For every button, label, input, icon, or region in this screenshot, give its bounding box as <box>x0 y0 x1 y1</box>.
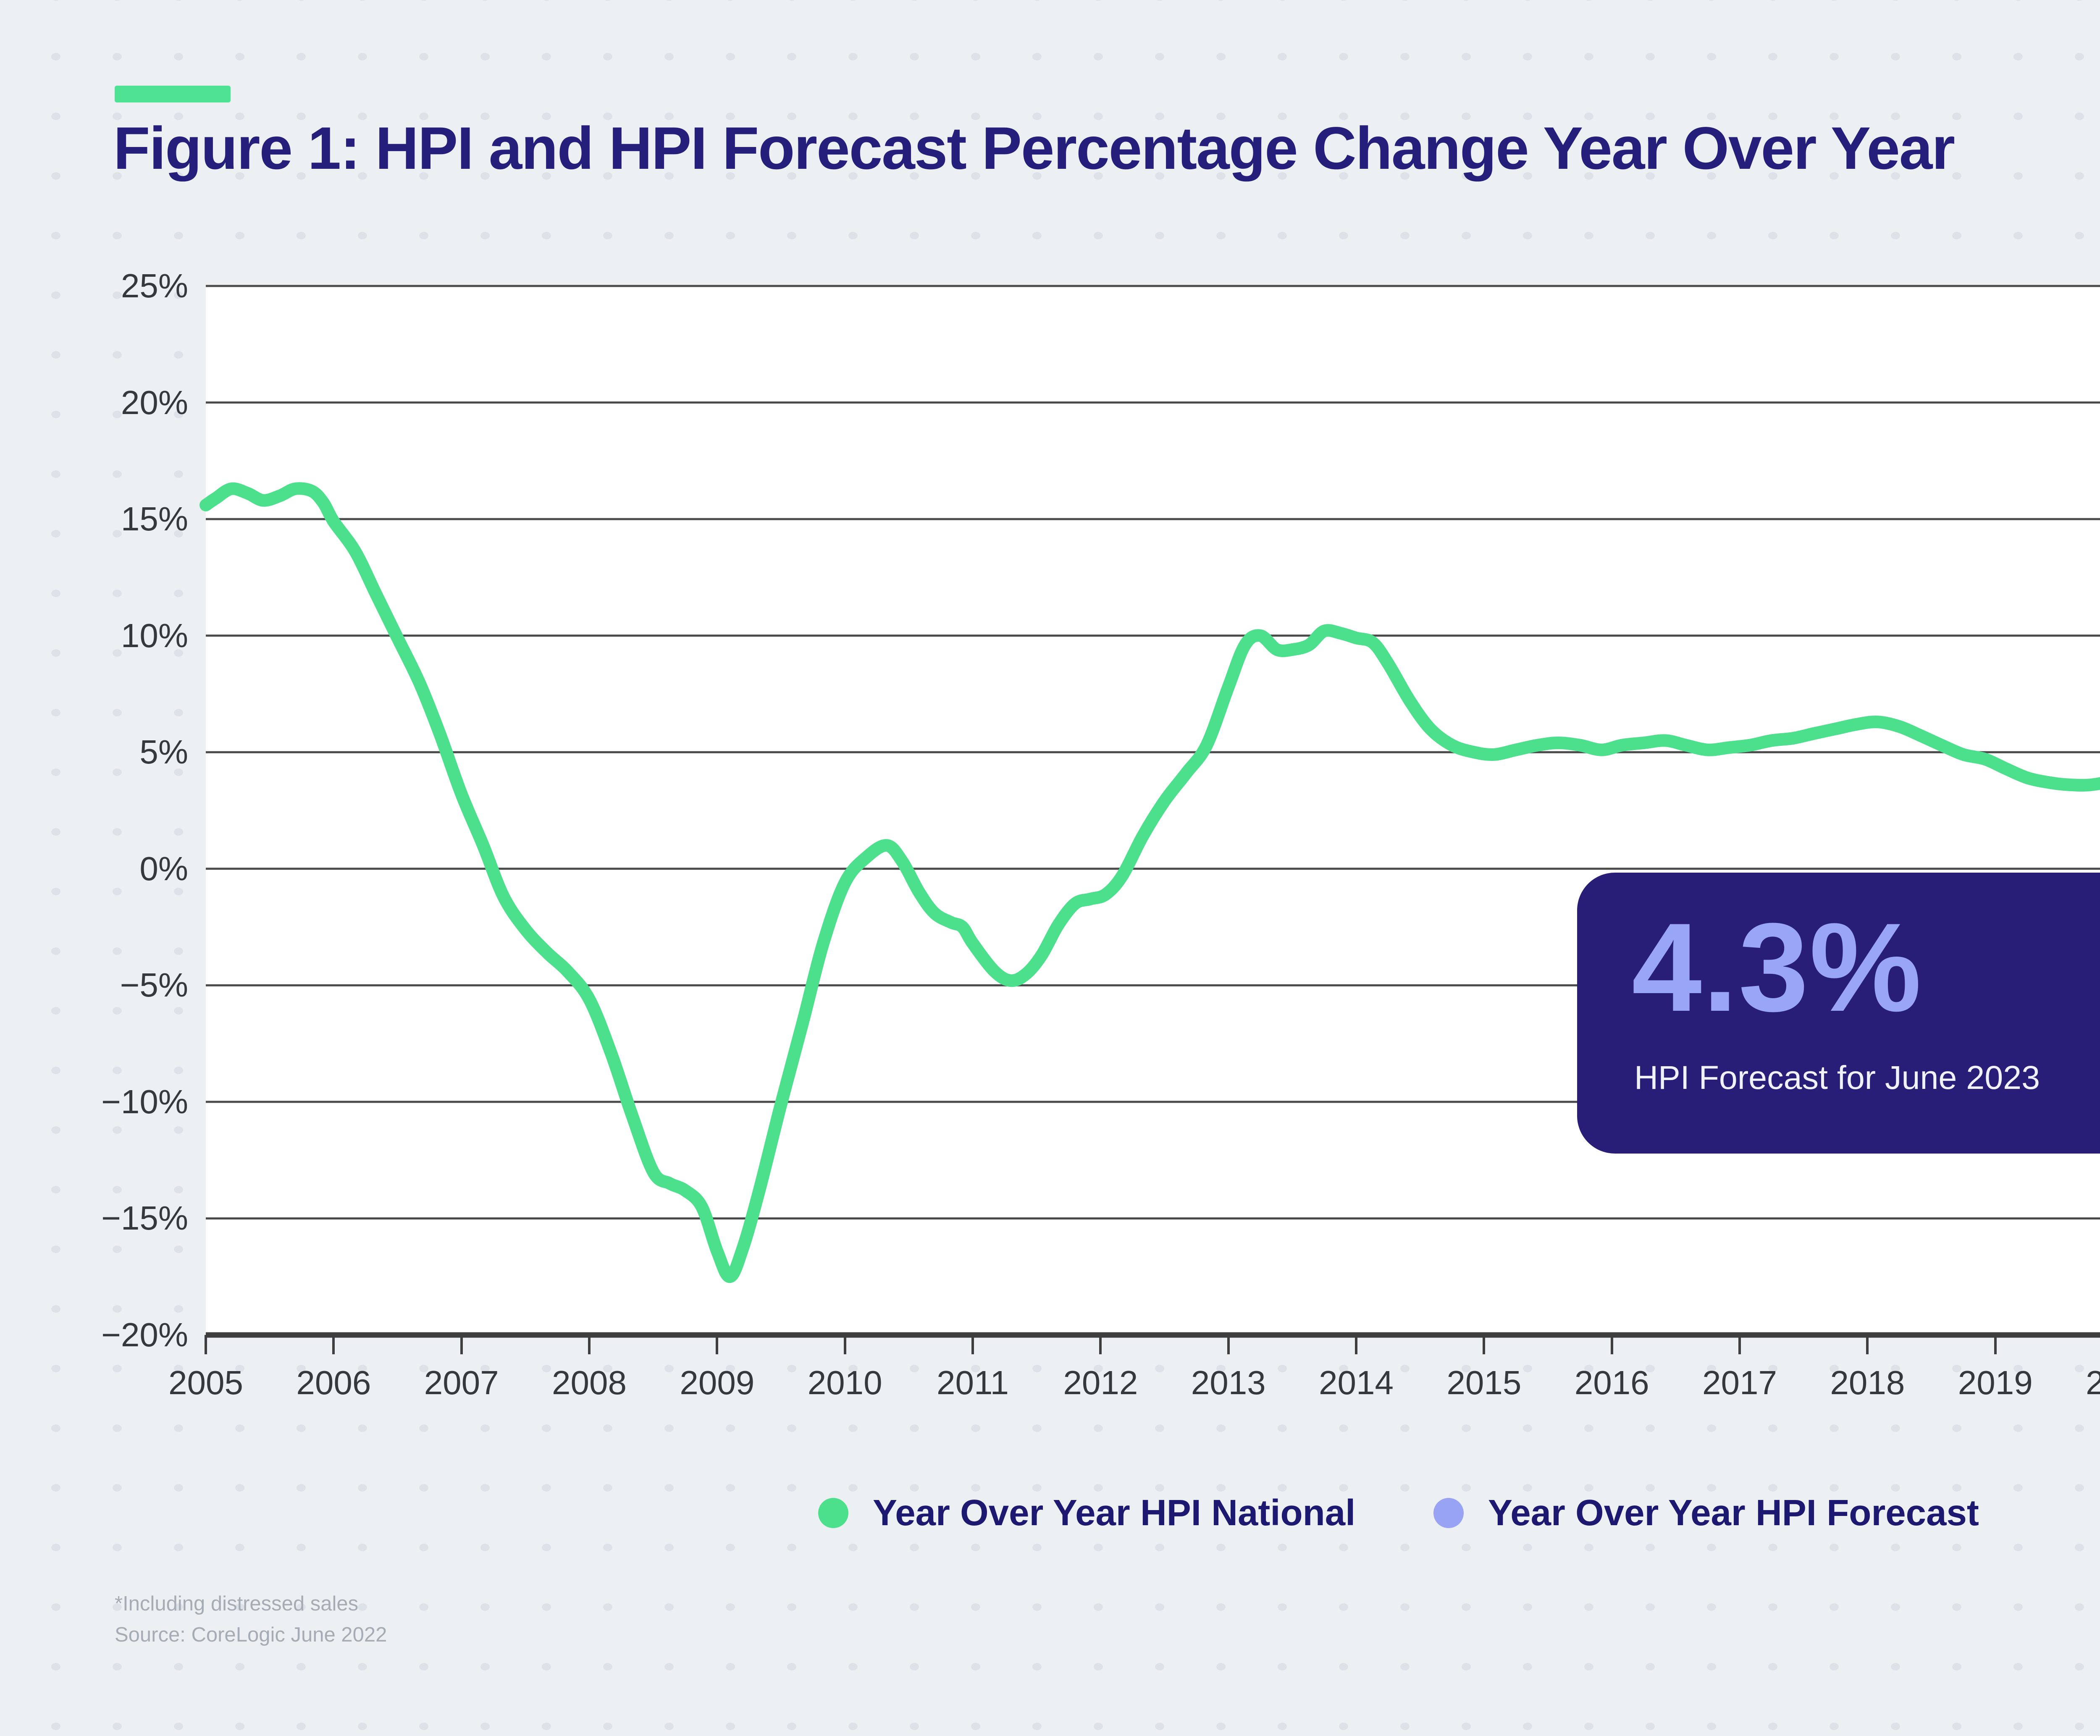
x-tick-label: 2007 <box>424 1364 499 1401</box>
y-tick-label: −10% <box>101 1083 188 1120</box>
y-tick-label: 15% <box>121 500 188 538</box>
x-tick-mark <box>1099 1335 1102 1354</box>
x-tick-mark <box>332 1335 335 1354</box>
y-tick-label: 25% <box>121 267 188 304</box>
x-tick-mark <box>1483 1335 1486 1354</box>
x-tick-mark <box>1994 1335 1997 1354</box>
x-tick-mark <box>716 1335 719 1354</box>
legend-item-forecast: Year Over Year HPI Forecast <box>1433 1492 1979 1533</box>
x-tick-mark <box>1610 1335 1613 1354</box>
legend-dot-forecast-icon <box>1433 1498 1464 1528</box>
y-tick-label: −15% <box>101 1199 188 1237</box>
y-tick-label: 10% <box>121 616 188 654</box>
x-tick-mark <box>205 1335 207 1354</box>
legend-dot-national-icon <box>818 1498 848 1528</box>
y-tick-label: −20% <box>101 1316 188 1353</box>
page-title: Figure 1: HPI and HPI Forecast Percentag… <box>113 115 1955 182</box>
x-tick-mark <box>971 1335 974 1354</box>
x-tick-label: 2018 <box>1830 1364 1905 1401</box>
x-tick-label: 2014 <box>1319 1364 1394 1401</box>
x-tick-mark <box>1738 1335 1741 1354</box>
x-tick-mark <box>460 1335 463 1354</box>
x-tick-label: 2013 <box>1191 1364 1266 1401</box>
plot-area <box>200 285 2100 1338</box>
x-tick-label: 2011 <box>937 1364 1009 1401</box>
forecast-label: HPI Forecast for June 2023 <box>1634 1059 2040 1096</box>
hpi-national-line <box>200 482 2100 1283</box>
x-tick-mark <box>1355 1335 1358 1354</box>
x-tick-label: 2005 <box>168 1364 243 1401</box>
x-tick-label: 2019 <box>1958 1364 2033 1401</box>
forecast-value: 4.3% <box>1632 897 1922 1038</box>
x-tick-mark <box>1227 1335 1230 1354</box>
y-tick-label: 5% <box>139 733 188 771</box>
legend-label-national: Year Over Year HPI National <box>873 1492 1356 1533</box>
y-tick-label: −5% <box>120 966 188 1004</box>
x-tick-label: 2008 <box>552 1364 627 1401</box>
x-tick-label: 2006 <box>296 1364 371 1401</box>
footnote-source: Source: CoreLogic June 2022 <box>115 1623 387 1646</box>
chart-svg <box>200 285 2100 1338</box>
x-tick-label: 2017 <box>1702 1364 1777 1401</box>
x-tick-label: 2009 <box>680 1364 755 1401</box>
legend-item-national: Year Over Year HPI National <box>818 1492 1356 1533</box>
legend-label-forecast: Year Over Year HPI Forecast <box>1488 1492 1979 1533</box>
y-tick-label: 20% <box>121 383 188 421</box>
x-tick-label: 2020 <box>2086 1364 2100 1401</box>
y-tick-label: 0% <box>139 850 188 887</box>
x-tick-label: 2015 <box>1446 1364 1522 1401</box>
x-tick-mark <box>1866 1335 1869 1354</box>
x-tick-label: 2010 <box>807 1364 882 1401</box>
footnotes: *Including distressed sales Source: Core… <box>115 1588 387 1650</box>
forecast-callout: 4.3% HPI Forecast for June 2023 <box>1577 873 2100 1154</box>
x-tick-mark <box>588 1335 591 1354</box>
x-tick-label: 2016 <box>1574 1364 1649 1401</box>
x-tick-label: 2012 <box>1063 1364 1138 1401</box>
footnote-distressed-sales: *Including distressed sales <box>115 1592 359 1615</box>
title-accent-bar <box>115 86 231 102</box>
x-tick-mark <box>843 1335 846 1354</box>
